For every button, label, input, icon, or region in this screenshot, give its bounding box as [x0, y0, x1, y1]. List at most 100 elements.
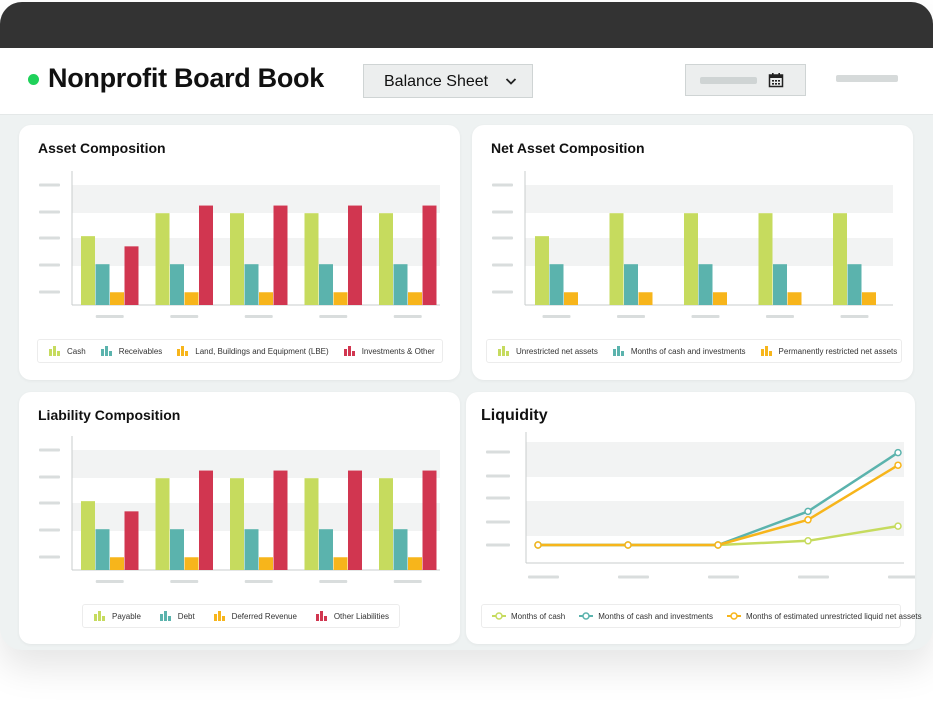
bar — [304, 213, 319, 305]
card-title-liability: Liability Composition — [38, 407, 181, 423]
bar — [393, 264, 408, 305]
bar — [155, 213, 170, 305]
x-tick-label-placeholder — [840, 315, 869, 318]
calendar-icon — [768, 73, 784, 88]
legend-bar-icon — [159, 611, 171, 621]
y-tick-label-placeholder — [39, 528, 60, 532]
bar — [348, 470, 362, 570]
y-tick-label-placeholder — [39, 290, 60, 294]
report-select[interactable]: Balance Sheet — [363, 64, 533, 98]
legend-bar-icon — [94, 611, 105, 621]
legend-label: Months of estimated unrestricted liquid … — [745, 611, 922, 621]
bar — [259, 292, 273, 305]
bar — [535, 236, 549, 305]
bar — [273, 470, 288, 570]
x-tick-label-placeholder — [798, 575, 829, 579]
liability-composition-legend: Payable Debt Deferred Revenue Other Liabili… — [82, 604, 400, 628]
legend-bar-icon — [49, 346, 60, 356]
bar — [422, 205, 437, 305]
legend-label: Deferred Revenue — [231, 611, 297, 621]
bar — [684, 213, 698, 305]
user-menu-placeholder[interactable] — [836, 75, 898, 82]
bar — [348, 205, 362, 305]
legend-bar-icon — [343, 346, 355, 356]
app-header: Nonprofit Board Book Balance Sheet — [0, 48, 933, 115]
legend-label: Cash — [67, 346, 86, 356]
date-picker[interactable] — [685, 64, 806, 96]
bar — [333, 292, 348, 305]
bar — [319, 529, 333, 570]
legend-bar-icon — [498, 346, 509, 356]
y-tick-label-placeholder — [492, 263, 513, 267]
bar — [787, 292, 802, 305]
bar — [81, 501, 95, 570]
legend-label: Months of cash and investments — [630, 346, 746, 356]
date-placeholder-bar — [700, 77, 757, 84]
bar — [638, 292, 653, 305]
bar — [758, 213, 773, 305]
bar — [564, 292, 578, 305]
legend-label: Other Liabilities — [333, 611, 389, 621]
bar — [230, 478, 244, 570]
bar — [273, 205, 288, 305]
window-titlebar — [0, 2, 933, 48]
legend-item: Months of cash and investments — [579, 611, 713, 621]
legend-item: Permanently restricted net assets — [760, 346, 897, 356]
bar — [847, 264, 862, 305]
legend-bar-icon — [612, 346, 624, 356]
bar — [379, 213, 393, 305]
liquidity-card: Liquidity Months of cash Months of cash a… — [466, 392, 922, 644]
x-tick-label-placeholder — [319, 580, 348, 583]
legend-label: Debt — [177, 611, 195, 621]
x-tick-label-placeholder — [244, 315, 273, 318]
bar — [408, 292, 422, 305]
bar — [698, 264, 713, 305]
bar — [124, 246, 139, 305]
legend-item: Investments & Other — [343, 346, 435, 356]
y-tick-label-placeholder — [39, 475, 60, 479]
bar — [95, 264, 110, 305]
liquidity-legend: Months of cash Months of cash and investm… — [481, 604, 922, 628]
x-tick-label-placeholder — [393, 315, 422, 318]
data-point — [894, 461, 902, 469]
bar — [259, 557, 273, 570]
bar — [184, 557, 199, 570]
y-tick-label-placeholder — [492, 290, 513, 294]
card-title-net-asset: Net Asset Composition — [491, 140, 645, 156]
bar — [110, 557, 124, 570]
x-tick-label-placeholder — [319, 315, 348, 318]
status-dot — [28, 74, 39, 85]
bar — [379, 478, 393, 570]
bar — [422, 470, 437, 570]
bar — [833, 213, 847, 305]
legend-label: Unrestricted net assets — [516, 346, 598, 356]
y-tick-label-placeholder — [39, 210, 60, 214]
x-tick-label-placeholder — [766, 315, 794, 318]
legend-item: Other Liabilities — [315, 611, 389, 621]
data-point — [534, 541, 542, 549]
legend-item: Months of estimated unrestricted liquid … — [726, 611, 922, 621]
y-tick-label-placeholder — [492, 210, 513, 214]
legend-label: Investments & Other — [361, 346, 435, 356]
y-tick-label-placeholder — [39, 555, 60, 559]
legend-item: Months of cash — [492, 611, 565, 621]
legend-item: Months of cash and investments — [612, 346, 746, 356]
legend-line-icon — [579, 612, 594, 620]
bar — [304, 478, 319, 570]
bar — [393, 529, 408, 570]
y-tick-label-placeholder — [492, 183, 513, 187]
chevron-down-icon — [505, 78, 517, 85]
legend-bar-icon — [760, 346, 772, 356]
bar — [408, 557, 422, 570]
x-tick-label-placeholder — [691, 315, 720, 318]
legend-label: Land, Buildings and Equipment (LBE) — [195, 346, 329, 356]
x-tick-label-placeholder — [708, 575, 739, 579]
legend-item: Cash — [48, 346, 86, 356]
legend-bar-icon — [177, 346, 189, 356]
legend-label: Receivables — [118, 346, 163, 356]
legend-item: Deferred Revenue — [213, 611, 297, 621]
grid-band — [525, 238, 893, 266]
liability-composition-chart — [39, 436, 440, 583]
y-tick-label-placeholder — [486, 496, 510, 500]
legend-bar-icon — [315, 611, 327, 621]
